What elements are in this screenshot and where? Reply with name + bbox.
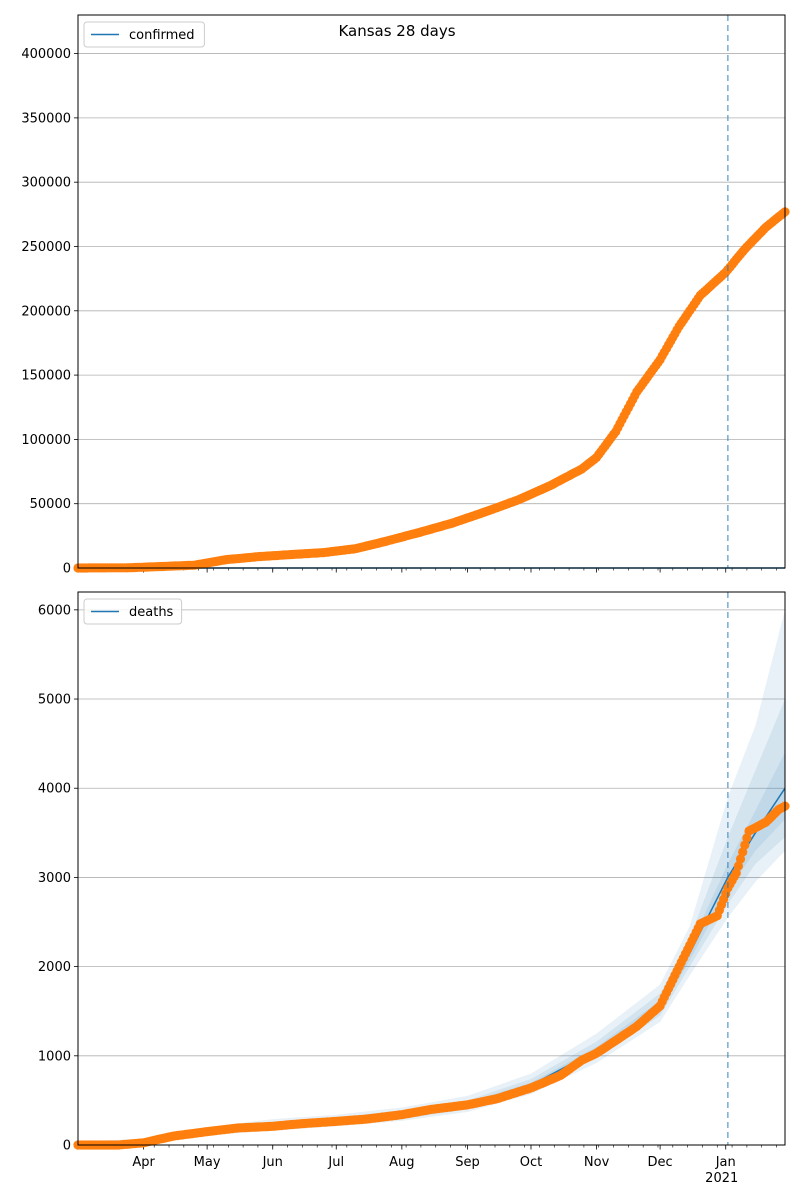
observed-point — [731, 868, 741, 878]
legend-label: confirmed — [129, 28, 195, 43]
x-tick-label: Apr — [132, 1155, 155, 1170]
x-tick-label: Jan — [715, 1155, 736, 1170]
y-tick-label: 100000 — [21, 433, 71, 448]
chart-title: Kansas 28 days — [338, 22, 455, 40]
axes-frame — [77, 591, 786, 1146]
x-tick-label: Jun — [262, 1155, 283, 1170]
y-tick-label: 400000 — [21, 47, 71, 62]
y-tick-label: 2000 — [38, 960, 71, 975]
observed-point — [738, 847, 748, 857]
x-tick-label: Oct — [520, 1155, 542, 1170]
y-tick-label: 6000 — [38, 603, 71, 618]
x-tick-label: Dec — [648, 1155, 673, 1170]
y-tick-label: 0 — [63, 1139, 71, 1154]
x-tick-sublabel: 2021 — [705, 1171, 738, 1186]
legend-box — [83, 21, 205, 48]
x-tick-label: May — [194, 1155, 221, 1170]
x-tick-label: Jul — [327, 1155, 344, 1170]
x-tick-label: Sep — [455, 1155, 480, 1170]
x-tick-label: Aug — [389, 1155, 414, 1170]
y-tick-label: 50000 — [30, 497, 71, 512]
x-tick-label: Nov — [584, 1155, 610, 1170]
confirmed-panel: 0 50000 100000 150000 200000 250000 300000 3500… — [21, 14, 790, 577]
axes-frame — [77, 14, 786, 569]
legend: confirmed — [83, 21, 205, 48]
observed-point — [733, 861, 744, 871]
y-tick-label: 150000 — [21, 369, 71, 384]
y-tick-label: 350000 — [21, 111, 71, 126]
y-tick-label: 300000 — [21, 176, 71, 191]
legend-box — [83, 598, 183, 625]
y-tick-label: 5000 — [38, 693, 71, 708]
uncertainty-band — [78, 699, 785, 1145]
y-tick-label: 0 — [63, 562, 71, 577]
observed-point — [740, 840, 750, 850]
y-tick-label: 1000 — [38, 1049, 71, 1064]
y-tick-label: 200000 — [21, 304, 71, 319]
legend: deaths — [83, 598, 183, 625]
y-tick-label: 3000 — [38, 871, 71, 886]
observed-point — [742, 833, 752, 843]
legend-label: deaths — [129, 605, 174, 620]
y-tick-label: 4000 — [38, 782, 71, 797]
y-tick-label: 250000 — [21, 240, 71, 255]
deaths-panel: 0 1000 2000 3000 4000 5000 6000 Apr May Jun Jul Aug… — [38, 591, 790, 1186]
observed-point — [735, 854, 746, 864]
